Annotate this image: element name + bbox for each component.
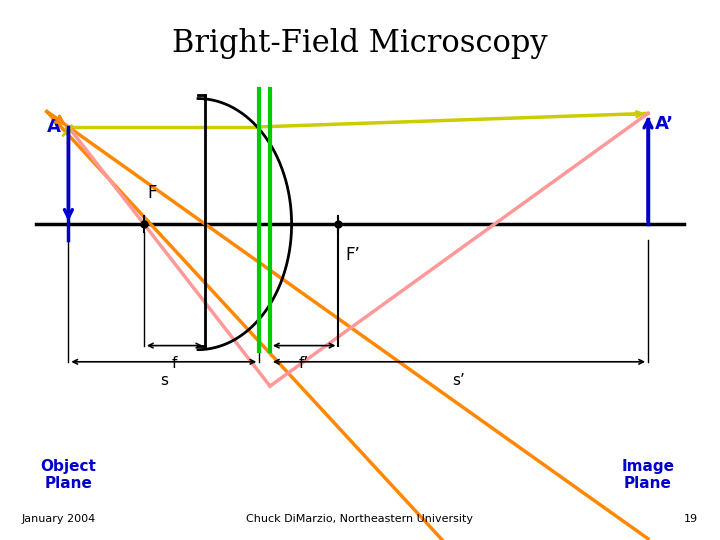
Text: 19: 19 bbox=[684, 514, 698, 524]
Text: s: s bbox=[160, 373, 168, 388]
Text: F: F bbox=[148, 185, 157, 202]
Text: s’: s’ bbox=[453, 373, 465, 388]
Text: F’: F’ bbox=[346, 246, 361, 264]
Text: Object
Plane: Object Plane bbox=[40, 459, 96, 491]
Text: A’: A’ bbox=[655, 115, 675, 133]
Text: January 2004: January 2004 bbox=[22, 514, 96, 524]
Text: Chuck DiMarzio, Northeastern University: Chuck DiMarzio, Northeastern University bbox=[246, 514, 474, 524]
Text: f: f bbox=[172, 356, 177, 372]
Text: f’: f’ bbox=[299, 356, 310, 372]
Text: A: A bbox=[48, 118, 61, 136]
Text: Bright-Field Microscopy: Bright-Field Microscopy bbox=[172, 28, 548, 59]
Text: Image
Plane: Image Plane bbox=[621, 459, 675, 491]
